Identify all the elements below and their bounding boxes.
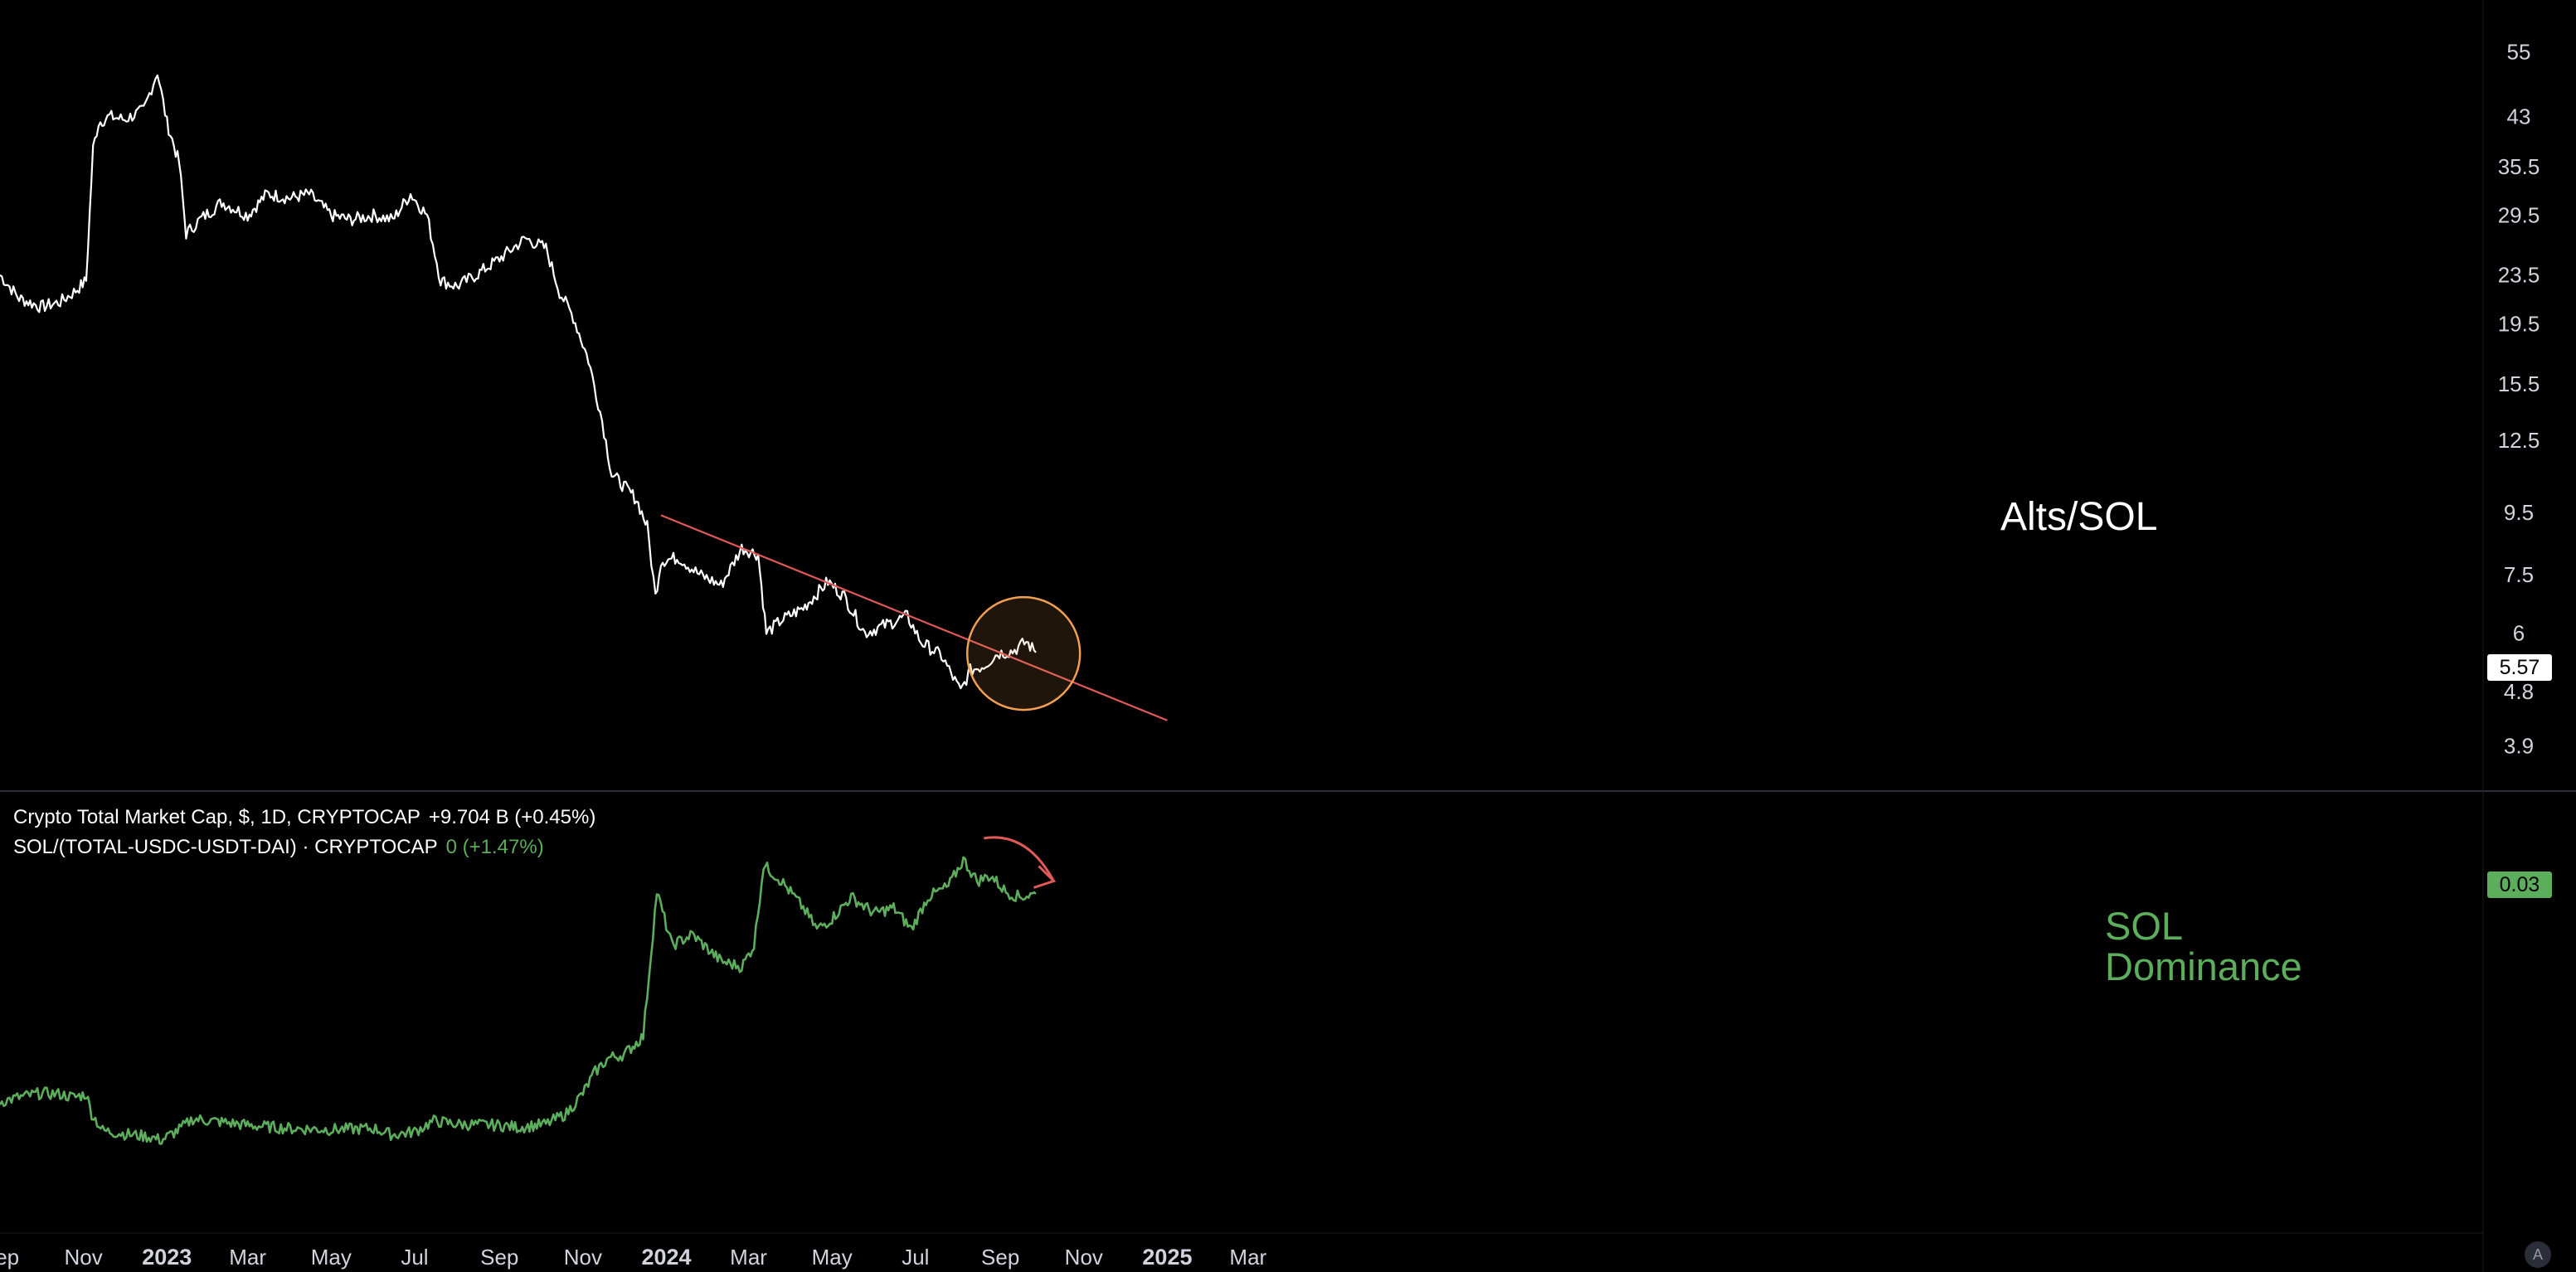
legend-dominance-change: 0 (+1.47%): [445, 836, 544, 858]
dominance-last-value-badge: 0.03: [2487, 871, 2552, 898]
time-axis-tick-label: Sep: [0, 1245, 19, 1270]
time-axis-tick-label: Nov: [65, 1245, 103, 1270]
time-axis-tick-label: 2025: [1142, 1245, 1192, 1270]
sol-dominance-annotation-line2: Dominance: [2105, 944, 2302, 988]
price-axis-tick-label: 29.5: [2498, 203, 2540, 228]
auto-scale-button[interactable]: A: [2525, 1241, 2551, 1268]
price-axis-tick-label: 15.5: [2498, 371, 2540, 396]
downtrend-arrow-head: [1033, 865, 1057, 889]
price-axis-tick-label: 4.8: [2504, 679, 2534, 704]
legend-line-main[interactable]: Crypto Total Market Cap, $, 1D, CRYPTOCA…: [13, 806, 595, 829]
price-axis-tick-label: 3.9: [2504, 734, 2534, 759]
legend-dominance-name: SOL/(TOTAL-USDC-USDT-DAI) · CRYPTOCAP: [13, 836, 438, 858]
time-axis-tick-label: Sep: [981, 1245, 1019, 1270]
time-axis-tick-label: May: [812, 1245, 853, 1270]
time-axis-tick-label: Sep: [480, 1245, 518, 1270]
legend-main-name: Crypto Total Market Cap, $, 1D, CRYPTOCA…: [13, 806, 420, 828]
price-axis-tick-label: 43: [2507, 104, 2531, 129]
time-axis-tick-label: Mar: [1229, 1245, 1266, 1270]
time-axis-tick-label: Nov: [1065, 1245, 1103, 1270]
price-axis-tick-label: 7.5: [2504, 562, 2534, 587]
time-axis-tick-label: 2024: [642, 1245, 692, 1270]
alts-sol-annotation[interactable]: Alts/SOL: [2000, 495, 2158, 539]
breakout-highlight-circle[interactable]: [965, 595, 1081, 711]
main-pane: [0, 74, 1168, 721]
alts-sol-line[interactable]: [0, 74, 1037, 690]
price-axis-tick-label: 23.5: [2498, 263, 2540, 288]
price-axis-tick-label: 55: [2507, 40, 2531, 65]
time-axis-tick-label: Nov: [564, 1245, 602, 1270]
time-axis-tick-label: Jul: [902, 1245, 929, 1270]
price-axis-tick-label: 12.5: [2498, 428, 2540, 453]
sol-dominance-annotation[interactable]: SOL Dominance: [2105, 905, 2302, 987]
time-axis[interactable]: Sep Nov 2023 Mar May Jul Sep Nov 2024 Mar May Jul Se…: [0, 1245, 1267, 1270]
dominance-pane: [0, 836, 1057, 1145]
price-axis-tick-label: 6: [2513, 620, 2525, 645]
legend-line-dominance[interactable]: SOL/(TOTAL-USDC-USDT-DAI) · CRYPTOCAP 0 (…: [13, 836, 544, 859]
price-axis[interactable]: 55 43 35.5 29.5 23.5 19.5 15.5 12.5 9.5 7.5 6 4.8 3.…: [2498, 40, 2540, 759]
trendline[interactable]: [660, 514, 1168, 721]
price-axis-tick-label: 19.5: [2498, 312, 2540, 337]
time-axis-tick-label: Jul: [401, 1245, 428, 1270]
time-axis-tick-label: May: [311, 1245, 352, 1270]
time-axis-tick-label: 2023: [142, 1245, 192, 1270]
time-axis-tick-label: Mar: [229, 1245, 266, 1270]
legend-main-change: +9.704 B (+0.45%): [428, 806, 596, 828]
time-axis-tick-label: Mar: [730, 1245, 767, 1270]
last-price-badge: 5.57: [2487, 654, 2552, 681]
sol-dominance-annotation-line1: SOL: [2105, 904, 2184, 948]
price-axis-tick-label: 9.5: [2504, 500, 2534, 525]
downtrend-arrow[interactable]: [984, 836, 1055, 882]
price-axis-tick-label: 35.5: [2498, 154, 2540, 179]
sol-dominance-line[interactable]: [0, 856, 1037, 1145]
